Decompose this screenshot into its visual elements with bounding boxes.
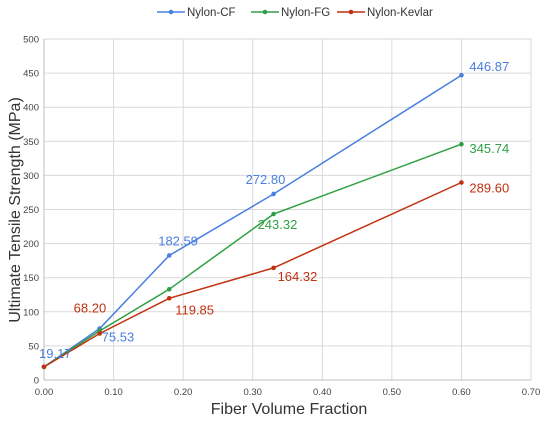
data-label: 164.32 <box>278 269 318 284</box>
x-tick-label: 0.20 <box>174 387 193 398</box>
y-tick-label: 150 <box>23 273 39 284</box>
legend-marker <box>262 9 268 15</box>
legend-item-nylon-kevlar: Nylon-Kevlar <box>337 7 433 19</box>
legend-marker <box>168 9 174 15</box>
legend-item-nylon-cf: Nylon-CF <box>157 7 236 19</box>
series-layer <box>41 72 464 370</box>
x-tick-label: 0.50 <box>383 387 402 398</box>
x-tick-label: 0.70 <box>522 387 541 398</box>
data-label: 446.87 <box>469 59 509 74</box>
data-point <box>271 265 276 271</box>
x-tick-label: 0.30 <box>243 387 262 398</box>
legend-item-nylon-fg: Nylon-FG <box>251 7 330 19</box>
data-point <box>41 364 47 370</box>
data-point <box>459 180 464 185</box>
data-labels-layer: 19.17 75.53 182.59 272.80 446.87 243.32 345.74… <box>39 59 509 361</box>
y-tick-label: 400 <box>23 103 39 114</box>
x-tick-label: 0.00 <box>35 387 54 398</box>
data-label: 272.80 <box>246 172 286 187</box>
data-label: 289.60 <box>469 180 509 195</box>
data-label: 75.53 <box>102 329 135 344</box>
data-label: 345.74 <box>469 141 509 156</box>
data-point <box>166 295 172 301</box>
y-tick-label: 250 <box>23 205 39 216</box>
legend: Nylon-CF Nylon-FG Nylon-Kevlar <box>157 7 433 19</box>
data-point <box>459 141 464 147</box>
legend-label: Nylon-Kevlar <box>367 7 433 19</box>
y-tick-label: 50 <box>28 341 39 352</box>
y-tick-label: 300 <box>23 171 39 182</box>
y-tick-label: 500 <box>23 35 39 46</box>
data-label: 243.32 <box>258 217 298 232</box>
x-tick-label: 0.60 <box>452 387 471 398</box>
data-label: 182.59 <box>158 233 198 248</box>
data-label: 68.20 <box>74 300 107 315</box>
x-tick-label: 0.40 <box>313 387 332 398</box>
data-point <box>97 331 102 336</box>
axes-layer: 0 50 100 150 200 250 300 350 400 450 500 0.00 0.10 0.… <box>23 35 540 399</box>
data-point <box>459 72 464 78</box>
data-point <box>271 211 276 217</box>
data-point <box>166 286 172 292</box>
data-label: 119.85 <box>175 302 214 317</box>
x-tick-label: 0.10 <box>104 387 123 398</box>
y-tick-label: 350 <box>23 137 39 148</box>
y-tick-label: 0 <box>34 376 39 387</box>
data-point <box>271 191 276 197</box>
data-label: 19.17 <box>39 346 72 361</box>
x-axis-title: Fiber Volume Fraction <box>211 401 368 418</box>
y-axis-title: Ultimate Tensile Strength (MPa) <box>7 97 24 323</box>
y-tick-label: 450 <box>23 69 39 80</box>
legend-label: Nylon-CF <box>187 7 236 19</box>
data-point <box>166 253 172 258</box>
legend-label: Nylon-FG <box>281 7 330 19</box>
legend-marker <box>348 9 354 15</box>
y-tick-label: 100 <box>23 307 39 318</box>
y-tick-label: 200 <box>23 239 39 250</box>
